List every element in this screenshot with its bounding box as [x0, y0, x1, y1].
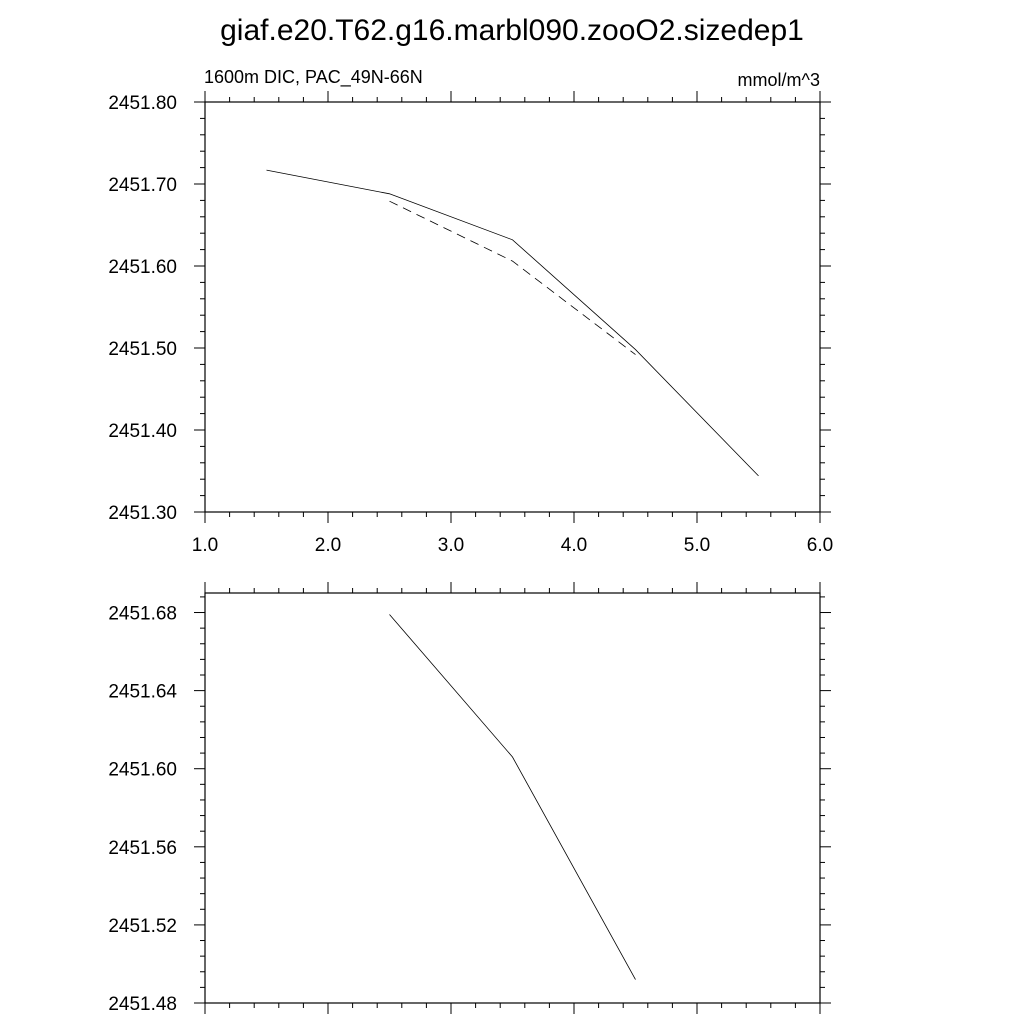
bottom-y-tick-label: 2451.56	[108, 838, 177, 859]
top-y-tick-label: 2451.30	[108, 503, 177, 524]
bottom-y-tick-label: 2451.64	[108, 682, 177, 703]
top-x-tick-label: 5.0	[684, 535, 710, 556]
top-y-tick-label: 2451.40	[108, 421, 177, 442]
top-x-tick-label: 3.0	[438, 535, 464, 556]
top-chart: 1600m DIC, PAC_49N-66N mmol/m^3 1.0 2.0 3.…	[108, 67, 833, 556]
top-plot-frame	[204, 101, 821, 513]
figure-title: giaf.e20.T62.g16.marbl090.zooO2.sizedep1	[220, 14, 804, 47]
top-series-dashed-line	[389, 200, 636, 355]
top-y-tick-label: 2451.80	[108, 93, 177, 114]
bottom-series-solid-line	[389, 614, 636, 980]
top-x-tick-label: 4.0	[561, 535, 587, 556]
bottom-y-tick-label: 2451.68	[108, 604, 177, 625]
top-y-tick-label: 2451.50	[108, 339, 177, 360]
bottom-y-tick-label: 2451.52	[108, 916, 177, 937]
top-chart-right-label: mmol/m^3	[738, 70, 820, 90]
top-x-tick-label: 1.0	[192, 535, 218, 556]
top-y-tick-label: 2451.70	[108, 175, 177, 196]
bottom-y-tick-label: 2451.48	[108, 994, 177, 1015]
top-series-solid-line	[266, 169, 759, 477]
bottom-y-tick-label: 2451.60	[108, 760, 177, 781]
top-chart-left-label: 1600m DIC, PAC_49N-66N	[204, 67, 423, 88]
top-y-tick-label: 2451.60	[108, 257, 177, 278]
bottom-chart: 2451.48 2451.52 2451.56 2451.60 2451.64 2451.…	[108, 582, 831, 1015]
bottom-plot-frame	[204, 592, 821, 1004]
top-x-tick-label: 6.0	[807, 535, 833, 556]
top-x-tick-label: 2.0	[315, 535, 341, 556]
